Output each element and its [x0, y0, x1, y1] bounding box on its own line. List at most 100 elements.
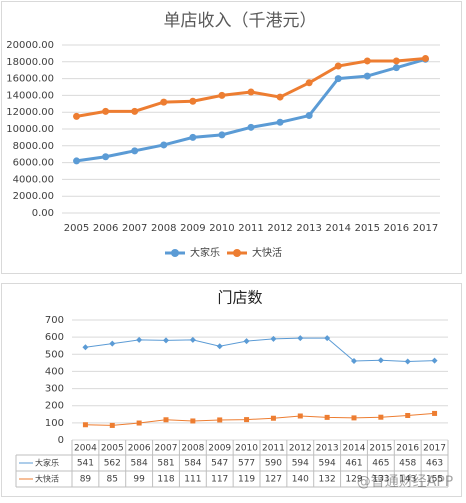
marker [305, 112, 313, 120]
marker [270, 335, 277, 342]
marker [109, 422, 115, 428]
marker [363, 57, 371, 65]
y-tick-label: 2000.00 [13, 191, 54, 202]
legend-marker [233, 249, 241, 257]
table-value: 458 [399, 459, 416, 469]
table-value: 85 [107, 475, 118, 485]
x-tick-label: 2007 [155, 444, 178, 454]
marker [392, 57, 400, 65]
marker [163, 337, 169, 344]
marker [216, 343, 223, 350]
x-tick-label: 2008 [181, 444, 204, 454]
x-tick-label: 2014 [343, 444, 366, 454]
y-tick-label: 20000.00 [6, 40, 54, 51]
marker [297, 413, 303, 419]
marker [189, 97, 197, 105]
marker [247, 123, 255, 131]
y-tick-label: 600 [45, 332, 64, 343]
x-tick-label: 2012 [289, 444, 312, 454]
marker [324, 414, 330, 420]
x-tick-label: 2016 [384, 223, 409, 234]
marker [432, 410, 438, 416]
chart-title: 门店数 [217, 289, 262, 307]
marker [378, 414, 384, 420]
y-tick-label: 0 [58, 435, 64, 446]
table-value: 577 [238, 459, 255, 469]
marker [73, 112, 81, 120]
marker [82, 344, 89, 351]
watermark: @智通财经APP [357, 474, 453, 490]
table-value: 89 [80, 475, 92, 485]
marker [218, 131, 226, 139]
y-tick-label: 10000.00 [6, 124, 54, 135]
y-tick-label: 8000.00 [13, 141, 54, 152]
table-value: 155 [426, 475, 443, 485]
x-tick-label: 2009 [208, 444, 231, 454]
marker [405, 412, 411, 418]
table-value: 562 [104, 459, 121, 469]
marker [160, 98, 168, 106]
table-value: 127 [265, 475, 282, 485]
x-tick-label: 2015 [355, 223, 380, 234]
y-tick-label: 0.00 [32, 208, 54, 219]
y-tick-label: 500 [45, 349, 64, 360]
table-value: 594 [319, 459, 336, 469]
marker [421, 54, 429, 62]
legend-label: 大家乐 [35, 458, 59, 468]
x-tick-label: 2016 [396, 444, 419, 454]
legend-label: 大家乐 [190, 246, 220, 259]
marker [244, 417, 250, 423]
table-value: 463 [426, 459, 443, 469]
table-value: 594 [292, 459, 309, 469]
marker [243, 338, 250, 345]
chart-title: 单店收入（千港元） [164, 11, 317, 31]
table-value: 99 [133, 475, 145, 485]
y-tick-label: 700 [45, 315, 64, 326]
y-tick-label: 12000.00 [6, 107, 54, 118]
marker [270, 415, 276, 421]
series-line [85, 337, 435, 362]
table-value: 129 [345, 475, 362, 485]
marker [131, 107, 139, 115]
y-tick-label: 4000.00 [13, 174, 54, 185]
table-value: 541 [77, 459, 94, 469]
marker [136, 336, 143, 343]
x-tick-label: 2008 [151, 223, 176, 234]
table-value: 111 [184, 475, 201, 485]
table-value: 581 [157, 459, 174, 469]
marker [276, 118, 284, 126]
marker [190, 418, 196, 424]
marker [136, 420, 142, 426]
marker [324, 335, 331, 342]
x-tick-label: 2015 [369, 444, 392, 454]
table-value: 461 [345, 459, 362, 469]
marker [297, 335, 304, 342]
y-tick-label: 16000.00 [6, 74, 54, 85]
x-tick-label: 2005 [64, 223, 89, 234]
marker [189, 336, 196, 343]
x-tick-label: 2012 [267, 223, 292, 234]
marker [276, 93, 284, 101]
table-value: 143 [399, 475, 416, 485]
marker [218, 91, 226, 99]
legend-label: 大快活 [35, 474, 59, 484]
marker [351, 357, 357, 364]
marker [334, 62, 342, 70]
y-tick-label: 300 [45, 384, 64, 395]
chart-frame [1, 1, 462, 274]
x-tick-label: 2010 [235, 444, 258, 454]
x-tick-label: 2013 [296, 223, 321, 234]
x-tick-label: 2006 [128, 444, 151, 454]
marker [73, 157, 81, 165]
y-tick-label: 100 [45, 418, 64, 429]
table-value: 140 [292, 475, 309, 485]
marker [189, 133, 197, 141]
marker [392, 64, 400, 72]
marker [247, 88, 255, 96]
marker [102, 107, 110, 115]
table-value: 465 [372, 459, 389, 469]
marker [82, 422, 88, 428]
x-tick-label: 2006 [93, 223, 118, 234]
marker [163, 417, 169, 423]
